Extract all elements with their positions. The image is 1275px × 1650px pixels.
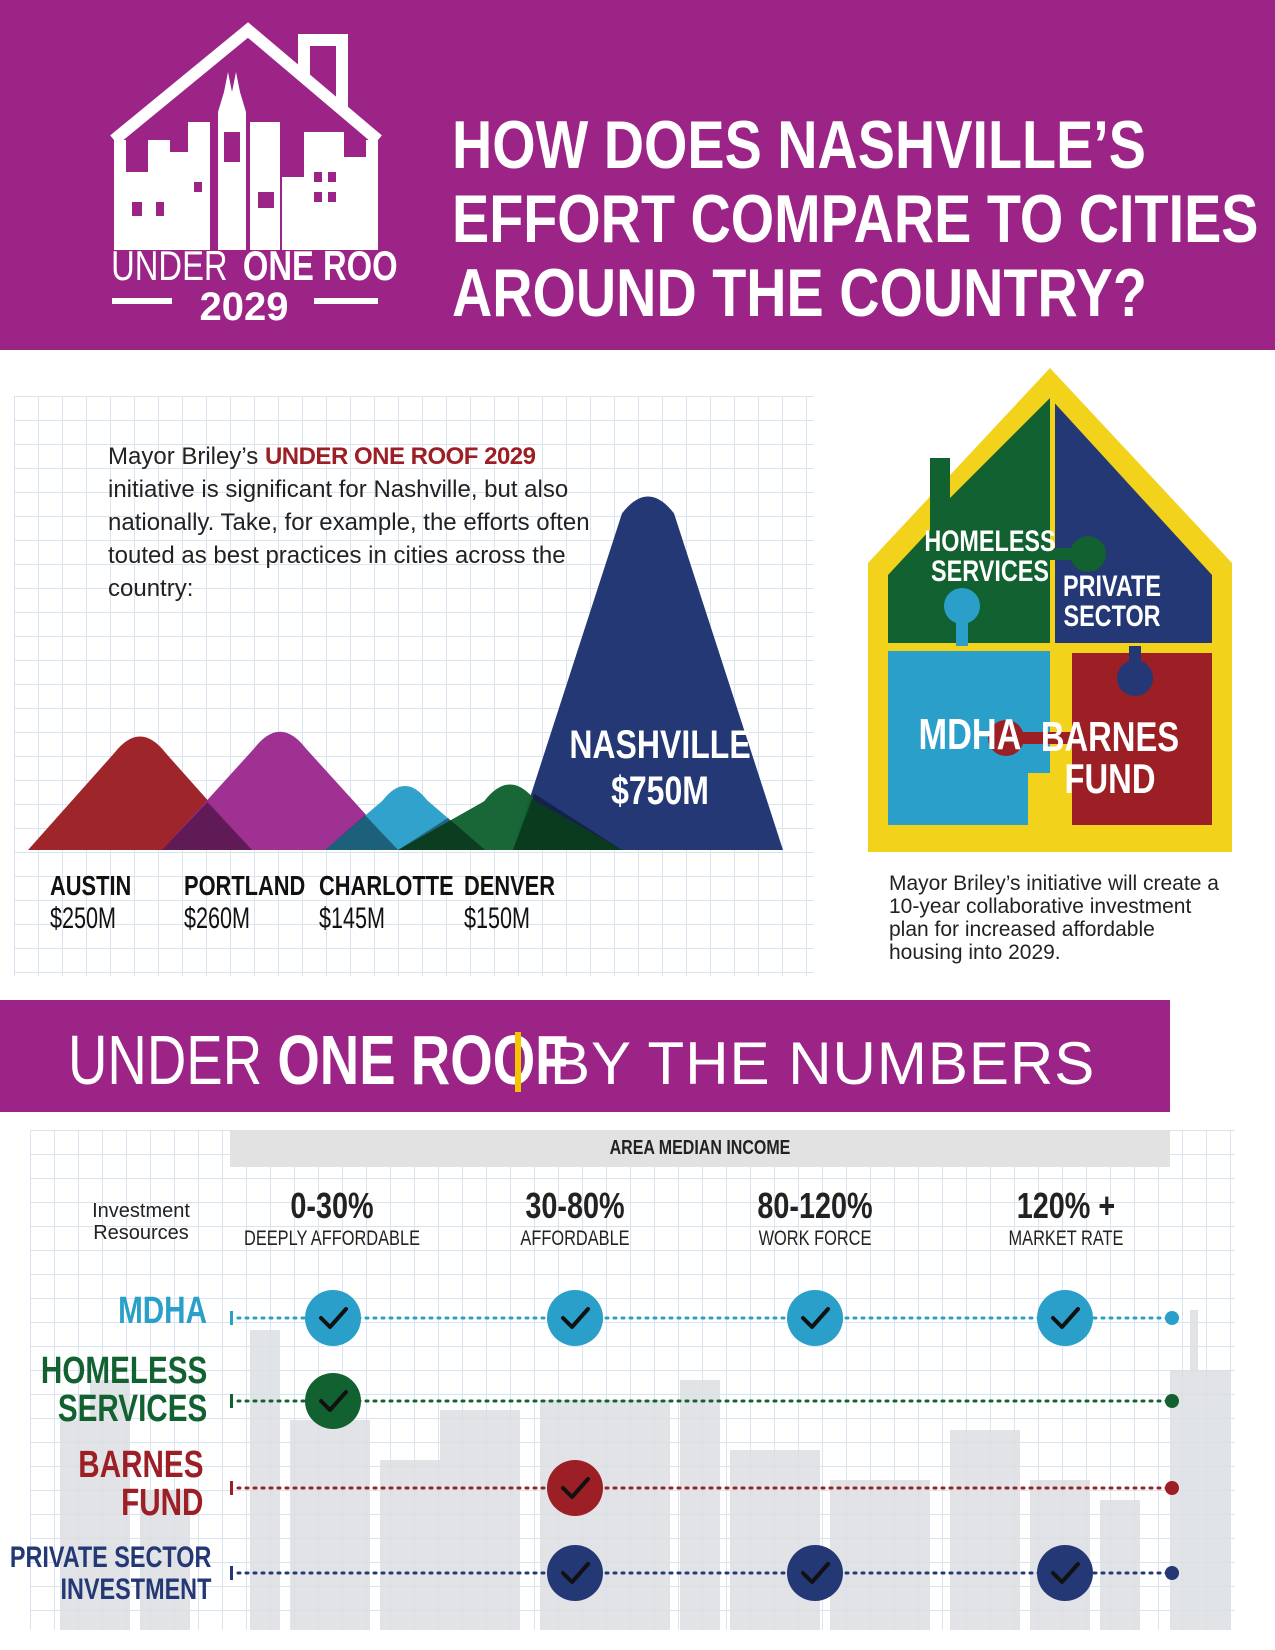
house-label-homeless: HOMELESS SERVICES (904, 527, 1076, 587)
row-header-text: Investment Resources (92, 1200, 190, 1244)
house-label-homeless-text: HOMELESS SERVICES (924, 525, 1056, 588)
title-line-1: HOW DOES NASHVILLE’S (452, 107, 1146, 183)
row-start-tick (230, 1566, 233, 1580)
house-label-barnes: BARNES FUND (1032, 716, 1188, 800)
row-label-private: PRIVATE SECTOR INVESTMENT (9, 1542, 211, 1606)
puzzle-piece-private (1050, 398, 1212, 646)
row-label-mdha-text: MDHA (118, 1290, 207, 1332)
check-icon (547, 1460, 603, 1516)
house-caption: Mayor Briley’s initiative will create a … (889, 872, 1219, 964)
row-end-dot (1165, 1394, 1179, 1408)
band-120-plus: 120% + MARKET RATE (946, 1186, 1186, 1252)
check-icon (305, 1290, 361, 1346)
check-icon (547, 1290, 603, 1346)
check-icon (787, 1545, 843, 1601)
city-label-denver: DENVER (464, 870, 556, 901)
row-end-dot (1165, 1481, 1179, 1495)
section-title-under: UNDER (68, 1021, 278, 1099)
house-label-private: PRIVATE SECTOR (1034, 572, 1190, 632)
nashville-name: NASHVILLE (569, 723, 751, 767)
band-pct: 0-30% (290, 1185, 374, 1226)
band-80-120: 80-120% WORK FORCE (695, 1186, 935, 1252)
band-pct: 30-80% (525, 1185, 625, 1226)
under-one-roof-logo: UNDER ONE ROOF 2029 (110, 22, 398, 329)
check-icon (305, 1373, 361, 1429)
band-label: WORK FORCE (758, 1227, 872, 1250)
city-amount-denver: $150M (464, 902, 531, 935)
row-label-private-text: PRIVATE SECTOR INVESTMENT (9, 1541, 211, 1606)
house-label-private-text: PRIVATE SECTOR (1063, 570, 1161, 633)
row-end-dot (1165, 1566, 1179, 1580)
nashville-amount: $750M (611, 769, 709, 813)
intro-highlight: UNDER ONE ROOF 2029 (264, 443, 536, 470)
house-label-mdha: MDHA (918, 710, 1022, 759)
city-label-austin: AUSTIN (50, 870, 132, 901)
intro-paragraph: Mayor Briley’s UNDER ONE ROOF 2029 initi… (108, 440, 628, 605)
band-pct: 80-120% (757, 1185, 873, 1226)
row-label-homeless: HOMELESS SERVICES (41, 1352, 207, 1428)
band-30-80: 30-80% AFFORDABLE (455, 1186, 695, 1252)
section-subtitle: BY THE NUMBERS (550, 1030, 1096, 1097)
title-line-3: AROUND THE COUNTRY? (452, 255, 1147, 331)
check-icon (547, 1545, 603, 1601)
check-icon (787, 1290, 843, 1346)
intro-before: Mayor Briley’s (108, 443, 265, 470)
area-median-income-header: AREA MEDIAN INCOME (230, 1130, 1170, 1167)
puzzle-house-graphic (868, 368, 1232, 852)
city-label-portland: PORTLAND (184, 870, 306, 901)
puzzle-piece-mdha (888, 646, 1050, 825)
city-amount-charlotte: $145M (319, 902, 386, 935)
check-icon (1037, 1290, 1093, 1346)
nashville-label: NASHVILLE $750M (568, 722, 752, 814)
row-end-dot (1165, 1311, 1179, 1325)
house-label-barnes-text: BARNES FUND (1040, 713, 1180, 802)
row-label-barnes-text: BARNES FUND (77, 1444, 203, 1524)
section-divider (515, 1032, 521, 1092)
band-label: DEEPLY AFFORDABLE (243, 1227, 420, 1250)
logo-one-roof: ONE ROOF (243, 242, 398, 289)
skyline-icon (114, 72, 378, 250)
row-start-tick (230, 1311, 233, 1325)
row-start-tick (230, 1394, 233, 1408)
row-label-mdha: MDHA (118, 1292, 207, 1330)
city-amount-portland: $260M (184, 902, 251, 935)
ami-header-text: AREA MEDIAN INCOME (609, 1137, 791, 1159)
row-label-homeless-text: HOMELESS SERVICES (40, 1350, 207, 1430)
city-amount-austin: $250M (50, 902, 117, 935)
roof-outline-icon (110, 22, 382, 145)
row-label-barnes: BARNES FUND (78, 1446, 203, 1522)
band-label: MARKET RATE (1008, 1227, 1124, 1250)
section-banner (0, 1000, 1170, 1112)
band-pct: 120% + (1016, 1185, 1116, 1226)
band-0-30: 0-30% DEEPLY AFFORDABLE (212, 1186, 452, 1252)
band-label: AFFORDABLE (520, 1227, 630, 1250)
intro-after: initiative is significant for Nashville,… (108, 476, 590, 602)
svg-text:UNDER ONE ROOF: UNDER ONE ROOF (111, 242, 398, 289)
check-icon (1037, 1545, 1093, 1601)
row-header: Investment Resources (76, 1200, 206, 1244)
row-start-tick (230, 1481, 233, 1495)
logo-year: 2029 (200, 285, 289, 329)
puzzle-piece-homeless (888, 398, 1050, 646)
city-label-charlotte: CHARLOTTE (319, 870, 454, 901)
logo-under: UNDER (111, 242, 227, 289)
